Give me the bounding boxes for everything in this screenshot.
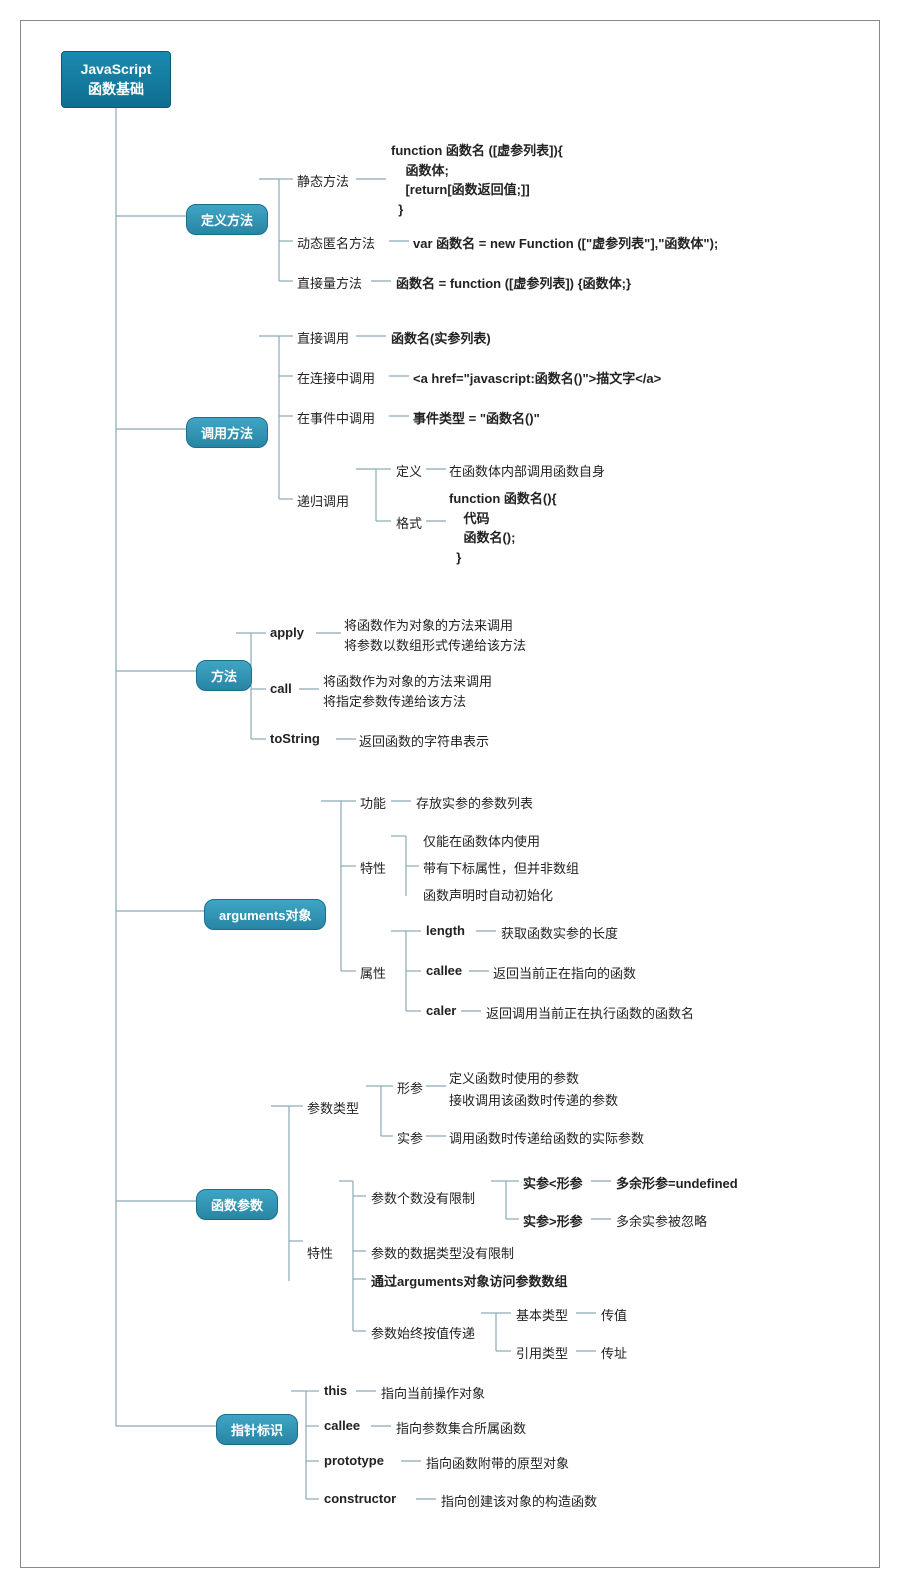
ptr-this-val: 指向当前操作对象	[381, 1383, 485, 1402]
call-l1: 将函数作为对象的方法来调用	[323, 671, 492, 690]
via-args: 通过arguments对象访问参数数组	[371, 1271, 567, 1290]
methods-tostring: toString	[270, 731, 320, 746]
params-actual: 实参	[397, 1128, 423, 1147]
define-static: 静态方法	[297, 171, 349, 190]
formal-l2: 接收调用该函数时传递的参数	[449, 1090, 618, 1109]
define-literal: 直接量方法	[297, 273, 362, 292]
rec-def: 定义	[396, 461, 422, 480]
root-line1: JavaScript	[81, 61, 152, 77]
branch-pointers: 指针标识	[216, 1414, 298, 1445]
gt-val: 多余实参被忽略	[616, 1211, 707, 1230]
define-static-code: function 函数名 ([虚参列表]){ 函数体; [return[函数返回…	[391, 141, 563, 219]
rec-format-code: function 函数名(){ 代码 函数名(); }	[449, 489, 557, 567]
params-type: 参数类型	[307, 1098, 359, 1117]
ptr-callee-val: 指向参数集合所属函数	[396, 1418, 526, 1437]
params-formal: 形参	[397, 1078, 423, 1097]
args-trait: 特性	[360, 858, 386, 877]
invoke-link-val: <a href="javascript:函数名()">描文字</a>	[413, 368, 661, 387]
ref-val: 传址	[601, 1343, 627, 1362]
lt: 实参<形参	[523, 1173, 583, 1192]
branch-define: 定义方法	[186, 204, 268, 235]
define-dynamic: 动态匿名方法	[297, 233, 375, 252]
args-trait2: 带有下标属性，但并非数组	[423, 858, 579, 877]
count-nolimit: 参数个数没有限制	[371, 1188, 475, 1207]
args-callee-val: 返回当前正在指向的函数	[493, 963, 636, 982]
branch-invoke: 调用方法	[186, 417, 268, 448]
call-l2: 将指定参数传递给该方法	[323, 691, 466, 710]
define-dynamic-code: var 函数名 = new Function (["虚参列表"],"函数体");	[413, 233, 718, 252]
ptr-prototype: prototype	[324, 1453, 384, 1468]
apply-l2: 将参数以数组形式传递给该方法	[344, 635, 526, 654]
args-callee: callee	[426, 963, 462, 978]
mindmap-frame: JavaScript 函数基础 定义方法 调用方法 方法 arguments对象…	[20, 20, 880, 1568]
gt: 实参>形参	[523, 1211, 583, 1230]
branch-params: 函数参数	[196, 1189, 278, 1220]
ptr-constructor-val: 指向创建该对象的构造函数	[441, 1491, 597, 1510]
tostring-val: 返回函数的字符串表示	[359, 731, 489, 750]
params-trait: 特性	[307, 1243, 333, 1262]
ptr-this: this	[324, 1383, 347, 1398]
invoke-direct: 直接调用	[297, 328, 349, 347]
ref: 引用类型	[516, 1343, 568, 1362]
args-func-val: 存放实参的参数列表	[416, 793, 533, 812]
formal-l1: 定义函数时使用的参数	[449, 1068, 579, 1087]
root-line2: 函数基础	[88, 81, 144, 97]
rec-format: 格式	[396, 513, 422, 532]
invoke-direct-val: 函数名(实参列表)	[391, 328, 491, 347]
args-trait3: 函数声明时自动初始化	[423, 885, 553, 904]
invoke-recursive: 递归调用	[297, 491, 349, 510]
dtype-nolimit: 参数的数据类型没有限制	[371, 1243, 514, 1262]
apply-l1: 将函数作为对象的方法来调用	[344, 615, 513, 634]
rec-def-val: 在函数体内部调用函数自身	[449, 461, 605, 480]
args-attr: 属性	[360, 963, 386, 982]
basic: 基本类型	[516, 1305, 568, 1324]
invoke-link: 在连接中调用	[297, 368, 375, 387]
actual-val: 调用函数时传递给函数的实际参数	[449, 1128, 644, 1147]
basic-val: 传值	[601, 1305, 627, 1324]
byval: 参数始终按值传递	[371, 1323, 475, 1342]
branch-methods: 方法	[196, 660, 252, 691]
args-length: length	[426, 923, 465, 938]
methods-apply: apply	[270, 625, 304, 640]
args-func: 功能	[360, 793, 386, 812]
define-literal-code: 函数名 = function ([虚参列表]) {函数体;}	[396, 273, 631, 292]
ptr-prototype-val: 指向函数附带的原型对象	[426, 1453, 569, 1472]
branch-arguments: arguments对象	[204, 899, 326, 930]
lt-val: 多余形参=undefined	[616, 1173, 738, 1192]
root-node: JavaScript 函数基础	[61, 51, 171, 108]
args-length-val: 获取函数实参的长度	[501, 923, 618, 942]
ptr-constructor: constructor	[324, 1491, 396, 1506]
args-trait1: 仅能在函数体内使用	[423, 831, 540, 850]
invoke-event: 在事件中调用	[297, 408, 375, 427]
args-caler: caler	[426, 1003, 456, 1018]
ptr-callee: callee	[324, 1418, 360, 1433]
args-caler-val: 返回调用当前正在执行函数的函数名	[486, 1003, 694, 1022]
invoke-event-val: 事件类型 = "函数名()"	[413, 408, 540, 427]
methods-call: call	[270, 681, 292, 696]
